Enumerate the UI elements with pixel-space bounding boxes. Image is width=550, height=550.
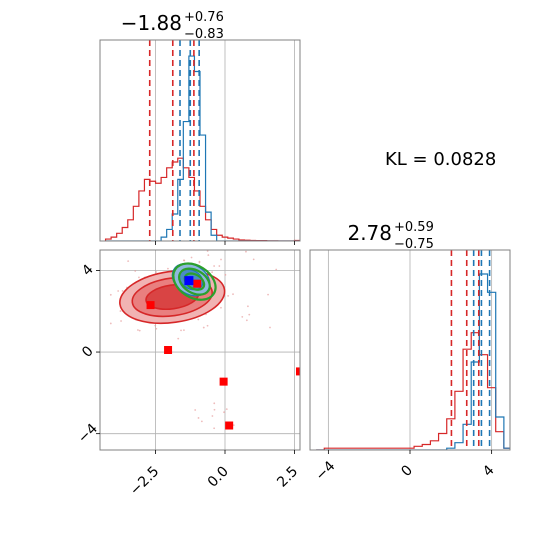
joint-green-contour: [178, 267, 211, 296]
joint-sample-point: [198, 260, 201, 263]
marginal-2-xtick-label: −4: [313, 458, 339, 484]
joint-sample-point: [121, 290, 124, 292]
joint-sample-point: [137, 329, 139, 331]
joint-sample-point: [211, 271, 214, 274]
joint-sample-point: [213, 427, 216, 430]
joint-sample-point: [117, 290, 120, 292]
joint-sample-point: [248, 313, 251, 316]
marginal-2-title-lower: −0.75: [394, 237, 434, 252]
joint-sample-point: [224, 273, 227, 276]
joint-red-marker: [296, 367, 300, 376]
joint-sample-point: [232, 293, 234, 296]
marginal-1-hist-series-1: [105, 55, 300, 241]
joint-red-marker: [219, 377, 228, 386]
joint-xtick-label: −2.5: [127, 464, 162, 499]
joint-ytick-label: 0: [79, 343, 97, 361]
joint-sample-point: [197, 318, 200, 321]
kl-annotation: KL = 0.0828: [385, 149, 496, 170]
joint-sample-point: [76, 288, 78, 290]
joint-sample-point: [206, 324, 209, 327]
joint-sample-point: [220, 306, 222, 309]
joint-sample-point: [167, 267, 169, 270]
marginal-2-title: 2.78 +0.59 −0.75: [347, 220, 433, 252]
joint-panel: −2.5 0.0 2.5 −4 0 4: [75, 237, 338, 499]
joint-sample-point: [220, 258, 222, 261]
joint-sample-point: [252, 258, 255, 261]
joint-xtick-label: 0.0: [205, 464, 232, 491]
joint-sample-point: [154, 324, 157, 327]
marginal-2-hist-series-1: [316, 273, 510, 450]
marginal-1-panel: −1.88 +0.76 −0.83: [99, 10, 301, 245]
marginal-1-title: −1.88 +0.76 −0.83: [121, 10, 224, 42]
joint-ytick-label: 4: [79, 262, 97, 280]
marginal-1-frame: [99, 39, 301, 242]
joint-sample-point: [241, 315, 244, 318]
joint-sample-point: [336, 288, 338, 290]
joint-sample-point: [211, 415, 214, 417]
joint-sample-point: [180, 329, 182, 332]
joint-red-marker: [193, 279, 202, 288]
joint-sample-point: [177, 337, 180, 340]
marginal-1-title-upper: +0.76: [184, 10, 224, 25]
joint-xtick-label: 2.5: [274, 464, 301, 491]
joint-sample-point: [92, 261, 94, 263]
marginal-1-title-value: −1.88: [121, 11, 182, 35]
joint-sample-point: [155, 271, 158, 273]
joint-sample-point: [127, 260, 130, 263]
joint-sample-point: [183, 329, 185, 332]
joint-red-marker: [225, 421, 234, 430]
joint-red-marker: [164, 346, 173, 354]
joint-sample-point: [247, 305, 249, 308]
joint-sample-point: [120, 320, 122, 322]
joint-green-contour: [183, 272, 206, 291]
marginal-1-hist-series-0: [104, 157, 300, 241]
joint-sample-point: [134, 270, 137, 272]
joint-sample-point: [232, 424, 235, 427]
joint-green-contour: [172, 262, 217, 301]
joint-sample-point: [269, 326, 271, 329]
joint-sample-point: [200, 420, 203, 423]
joint-sample-point: [119, 310, 122, 312]
joint-red-marker: [146, 301, 155, 310]
joint-sample-point: [267, 293, 269, 296]
joint-sample-point: [223, 411, 225, 414]
marginal-2-title-upper: +0.59: [394, 220, 434, 235]
joint-sample-point: [227, 295, 230, 297]
joint-sample-point: [194, 409, 197, 411]
marginal-2-xtick-label: 4: [480, 462, 498, 480]
joint-sample-point: [213, 402, 216, 405]
joint-sample-point: [155, 327, 158, 330]
marginal-2-xtick-label: 0: [398, 462, 416, 480]
joint-sample-point: [206, 250, 209, 252]
joint-sample-point: [92, 327, 94, 329]
joint-blue-marker: [184, 276, 194, 286]
joint-sample-point: [109, 322, 112, 325]
joint-ytick-label: −4: [75, 421, 101, 447]
joint-sample-point: [197, 417, 200, 419]
joint-sample-point: [84, 237, 86, 239]
joint-sample-point: [245, 250, 247, 253]
joint-sample-point: [138, 276, 140, 279]
marginal-2-hist-series-0: [316, 332, 510, 450]
joint-frame: [99, 249, 301, 451]
joint-sample-point: [218, 265, 221, 267]
marginal-1-title-lower: −0.83: [184, 27, 224, 42]
joint-sample-point: [245, 319, 248, 322]
joint-sample-point: [138, 329, 141, 332]
joint-sample-point: [225, 408, 228, 411]
joint-sample-point: [202, 326, 205, 329]
joint-sample-point: [190, 256, 193, 259]
joint-sample-point: [275, 268, 278, 271]
joint-sample-point: [213, 408, 216, 411]
marginal-2-title-value: 2.78: [347, 221, 392, 245]
joint-sample-point: [182, 259, 185, 262]
joint-sample-point: [109, 293, 112, 296]
joint-sample-point: [213, 265, 216, 267]
marginal-2-panel: 2.78 +0.59 −0.75 −4 0 4: [309, 220, 511, 484]
joint-sample-point: [207, 254, 210, 257]
